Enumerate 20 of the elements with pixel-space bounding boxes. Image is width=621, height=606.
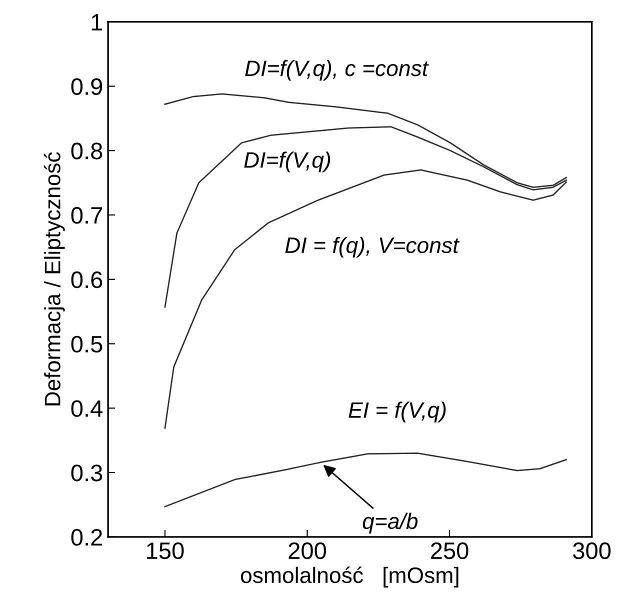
y-tick-label: 0.8 — [71, 142, 102, 160]
y-tick-label: 0.3 — [71, 464, 102, 482]
series-label: EI = f(V,q) — [348, 402, 446, 422]
y-tick-label: 0.4 — [71, 400, 103, 417]
y-tick-label: 0.2 — [71, 528, 102, 546]
series-label: DI=f(V,q), c =const — [245, 60, 429, 81]
x-tick-label: 250 — [431, 542, 468, 560]
y-tick-label: 0.9 — [71, 78, 102, 95]
x-tick-label: 150 — [147, 542, 184, 560]
y-tick-label: 0.6 — [71, 271, 102, 288]
y-tick-label: 0.5 — [71, 336, 102, 353]
series-label: DI=f(V,q) — [244, 152, 330, 172]
x-tick-label: 300 — [573, 542, 611, 560]
annotation: q=a/b — [362, 512, 418, 534]
x-tick-label: 200 — [288, 542, 326, 560]
y-tick-label: 0.7 — [71, 207, 102, 224]
y-axis-title: Deformacja / Eliptyczność — [44, 152, 65, 406]
y-tick-label: 1 — [92, 14, 102, 30]
series-label: DI = f(q), V=const — [285, 236, 460, 258]
x-axis-title: osmolalność [mOsm] — [240, 566, 458, 588]
